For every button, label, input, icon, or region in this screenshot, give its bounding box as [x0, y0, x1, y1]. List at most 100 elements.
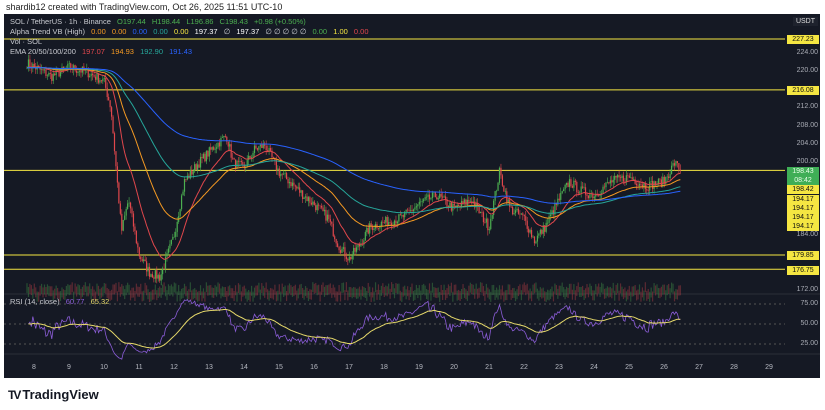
rsi-tick: 50.00 [800, 320, 818, 327]
candle-body [542, 225, 544, 234]
candle-body [316, 204, 318, 211]
volume-bar [439, 291, 441, 302]
candle-body [609, 180, 611, 184]
alpha-trend-name: Alpha Trend VB (High) [10, 27, 86, 36]
volume-bar [532, 284, 534, 295]
volume-bar [652, 291, 654, 302]
candle-body [259, 144, 261, 147]
candle-body [431, 192, 434, 199]
candle-body [129, 202, 132, 209]
volume-bar [503, 291, 505, 302]
price-chart[interactable] [4, 14, 820, 378]
candle-body [116, 166, 119, 183]
candle-body [354, 247, 356, 252]
candle-body [156, 270, 158, 279]
volume-bar [367, 282, 369, 293]
level-label: 176.75 [787, 266, 819, 275]
candle-body [402, 215, 404, 218]
volume-bar [354, 287, 356, 298]
volume-bar [484, 290, 486, 301]
ema-value: 192.90 [140, 47, 164, 56]
alpha-value: 0.00 [173, 27, 189, 36]
rsi-legend[interactable]: RSI (14, close) 60.77 65.32 [10, 297, 113, 306]
time-tick: 19 [415, 364, 423, 371]
alpha-trend-legend[interactable]: Alpha Trend VB (High) 0.00 0.00 0.00 0.0… [10, 27, 373, 36]
volume-bar [563, 287, 565, 298]
volume-bar [38, 291, 40, 302]
candle-body [442, 196, 444, 198]
volume-bar [497, 289, 499, 300]
candle-body [589, 194, 591, 199]
candle-body [554, 203, 556, 215]
candle-body [258, 146, 260, 150]
candle-body [582, 186, 584, 188]
volume-bar [646, 290, 648, 301]
candle-body [446, 199, 448, 207]
volume-bar [430, 290, 432, 301]
volume-bar [425, 289, 428, 300]
level-label: 198.42 [787, 185, 819, 194]
volume-bar [424, 285, 426, 296]
volume-bar [507, 284, 509, 295]
candle-body [500, 167, 502, 176]
candle-body [481, 211, 483, 213]
volume-bar [40, 283, 43, 294]
candle-body [462, 201, 464, 204]
volume-bar [223, 287, 225, 298]
volume-bar [643, 290, 645, 301]
alpha-value: 0.00 [312, 27, 328, 36]
volume-bar [307, 291, 310, 302]
candle-body [338, 246, 340, 251]
volume-bar [599, 287, 601, 298]
level-label: 216.08 [787, 86, 819, 95]
candle-body [80, 70, 82, 73]
volume-bar [509, 284, 511, 295]
volume-bar [148, 291, 151, 302]
candle-body [443, 196, 445, 198]
volume-bar [303, 289, 305, 300]
candle-body [48, 72, 50, 76]
volume-bar [595, 284, 597, 295]
candle-body [306, 196, 308, 202]
candle-body [577, 192, 579, 194]
candle-body [565, 182, 568, 185]
candle-body [302, 190, 304, 199]
volume-bar [490, 291, 492, 302]
candle-body [564, 184, 566, 190]
candle-body [67, 63, 69, 68]
volume-bar [528, 290, 530, 301]
candle-body [160, 274, 162, 281]
candle-body [501, 175, 504, 186]
candle-body [147, 266, 149, 272]
candle-body [643, 183, 645, 187]
chart-panel[interactable]: SOL / TetherUS · 1h · Binance O197.44 H1… [4, 14, 820, 378]
volume-bar [232, 288, 234, 299]
volume-legend[interactable]: Vol · SOL [10, 37, 46, 46]
volume-bar [204, 291, 206, 302]
candle-body [347, 259, 349, 261]
volume-bar [583, 290, 585, 301]
candle-body [141, 259, 143, 262]
volume-bar [230, 288, 232, 299]
candle-body [506, 191, 508, 203]
current-price-label: 198.43 08:42 [787, 167, 819, 185]
candle-body [617, 175, 619, 178]
volume-bar [105, 283, 107, 294]
candle-body [545, 222, 547, 232]
rsi-ma-value: 65.32 [90, 297, 110, 306]
candle-body [573, 180, 575, 188]
currency-label[interactable]: USDT [792, 17, 818, 26]
alpha-value: 0.00 [111, 27, 127, 36]
volume-bar [269, 288, 272, 299]
volume-bar [108, 289, 110, 300]
candle-body [350, 256, 352, 260]
symbol-name[interactable]: SOL / TetherUS · 1h · Binance [10, 17, 111, 26]
candle-body [353, 247, 355, 256]
candle-body [417, 204, 419, 207]
volume-bar [207, 285, 209, 296]
ema-legend[interactable]: EMA 20/50/100/200 197.07 194.93 192.90 1… [10, 47, 196, 56]
brand-name: TradingView [22, 387, 99, 402]
volume-bar [637, 289, 639, 300]
volume-bar [30, 285, 32, 296]
candle-body [409, 210, 412, 211]
